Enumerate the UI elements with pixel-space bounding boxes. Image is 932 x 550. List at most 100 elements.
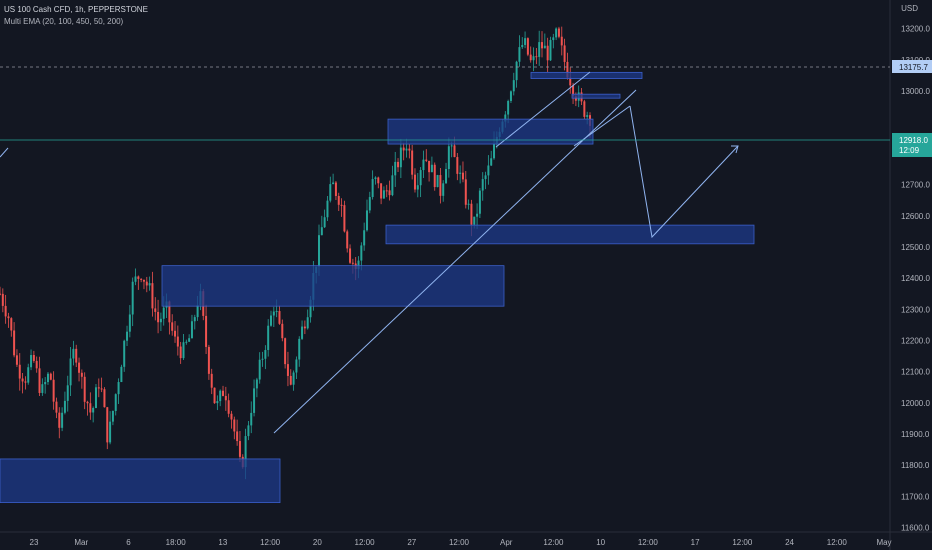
candle-body bbox=[219, 390, 222, 402]
candle-body bbox=[123, 340, 126, 367]
candle-body bbox=[473, 216, 476, 225]
candle-body bbox=[453, 145, 456, 158]
candle-body bbox=[0, 293, 1, 295]
candle-body bbox=[413, 174, 416, 190]
price-tick-label: 12500.0 bbox=[901, 243, 930, 252]
candle-body bbox=[75, 348, 78, 363]
candle-body bbox=[168, 301, 171, 323]
time-tick-label: 12:00 bbox=[449, 538, 470, 547]
candle-body bbox=[572, 85, 575, 97]
bar-countdown-label: 12:09 bbox=[899, 146, 920, 155]
candle-body bbox=[425, 159, 428, 161]
candle-body bbox=[38, 368, 41, 393]
candle-body bbox=[459, 172, 462, 174]
candle-body bbox=[30, 355, 33, 368]
price-tick-label: 11900.0 bbox=[901, 430, 930, 439]
candle-body bbox=[275, 311, 278, 313]
candle-body bbox=[538, 42, 541, 57]
time-tick-label: May bbox=[876, 538, 891, 547]
time-tick-label: 12:00 bbox=[638, 538, 659, 547]
candle-body bbox=[303, 326, 306, 329]
time-tick-label: 10 bbox=[596, 538, 605, 547]
candle-body bbox=[461, 172, 464, 180]
candle-body bbox=[267, 325, 270, 351]
candle-body bbox=[428, 160, 431, 173]
time-tick-label: 12:00 bbox=[260, 538, 281, 547]
candle-body bbox=[111, 410, 114, 422]
time-tick-label: 12:00 bbox=[355, 538, 376, 547]
candle-body bbox=[295, 359, 298, 373]
candle-body bbox=[261, 358, 264, 360]
candle-body bbox=[560, 36, 563, 46]
candle-body bbox=[481, 179, 484, 191]
candle-body bbox=[351, 262, 354, 264]
candle-body bbox=[55, 401, 58, 413]
supply-demand-zone bbox=[385, 224, 755, 245]
candle-body bbox=[159, 318, 162, 323]
candle-body bbox=[419, 170, 422, 186]
candle-body bbox=[117, 382, 120, 395]
candle-body bbox=[253, 388, 256, 413]
candle-body bbox=[450, 145, 453, 147]
candle-body bbox=[309, 299, 312, 318]
candle-body bbox=[374, 177, 377, 180]
candle-body bbox=[526, 38, 529, 55]
candle-body bbox=[94, 387, 97, 408]
candle-body bbox=[145, 281, 148, 286]
supply-demand-zone bbox=[0, 458, 281, 503]
candle-body bbox=[518, 47, 521, 62]
candle-body bbox=[405, 148, 408, 151]
indicator-legend[interactable]: Multi EMA (20, 100, 450, 50, 200) bbox=[4, 17, 124, 26]
candle-body bbox=[190, 321, 193, 339]
candle-body bbox=[1, 293, 4, 306]
chart-header: US 100 Cash CFD, 1h, PEPPERSTONE Multi E… bbox=[4, 4, 148, 28]
price-tick-label: 12100.0 bbox=[901, 368, 930, 377]
candle-body bbox=[72, 348, 75, 359]
candle-body bbox=[134, 276, 137, 282]
candle-body bbox=[504, 114, 507, 122]
candle-body bbox=[69, 358, 72, 386]
price-tick-label: 11600.0 bbox=[901, 524, 930, 533]
candle-body bbox=[83, 376, 86, 402]
supply-demand-zone bbox=[161, 265, 505, 307]
time-tick-label: Mar bbox=[74, 538, 88, 547]
candle-body bbox=[250, 412, 253, 426]
time-tick-label: 18:00 bbox=[166, 538, 187, 547]
candle-body bbox=[97, 387, 100, 389]
candle-body bbox=[493, 143, 496, 159]
candle-body bbox=[236, 431, 239, 442]
candle-body bbox=[397, 161, 400, 168]
symbol-title[interactable]: US 100 Cash CFD, 1h, PEPPERSTONE bbox=[4, 5, 148, 14]
candle-body bbox=[213, 387, 216, 404]
price-tick-label: 13200.0 bbox=[901, 25, 930, 34]
candle-body bbox=[137, 276, 140, 279]
candle-body bbox=[18, 364, 21, 379]
candle-body bbox=[442, 183, 445, 196]
candle-body bbox=[368, 197, 371, 211]
candle-body bbox=[10, 318, 13, 331]
candle-body bbox=[337, 195, 340, 205]
candle-body bbox=[363, 230, 366, 246]
candle-body bbox=[264, 350, 267, 359]
candle-body bbox=[535, 56, 538, 58]
candle-body bbox=[80, 372, 83, 377]
candle-body bbox=[171, 322, 174, 331]
candle-body bbox=[292, 372, 295, 385]
candle-body bbox=[521, 44, 524, 48]
candle-body bbox=[360, 245, 363, 261]
candle-body bbox=[44, 382, 47, 385]
candle-body bbox=[21, 378, 24, 382]
time-tick-label: 12:00 bbox=[732, 538, 753, 547]
price-tick-label: 12600.0 bbox=[901, 212, 930, 221]
candle-body bbox=[289, 375, 292, 385]
candle-body bbox=[103, 389, 106, 408]
candle-body bbox=[128, 314, 131, 332]
candle-body bbox=[422, 159, 425, 171]
candle-body bbox=[346, 231, 349, 249]
candle-body bbox=[131, 281, 134, 315]
candle-body bbox=[332, 182, 335, 185]
candle-body bbox=[464, 179, 467, 205]
candle-body bbox=[546, 45, 549, 61]
